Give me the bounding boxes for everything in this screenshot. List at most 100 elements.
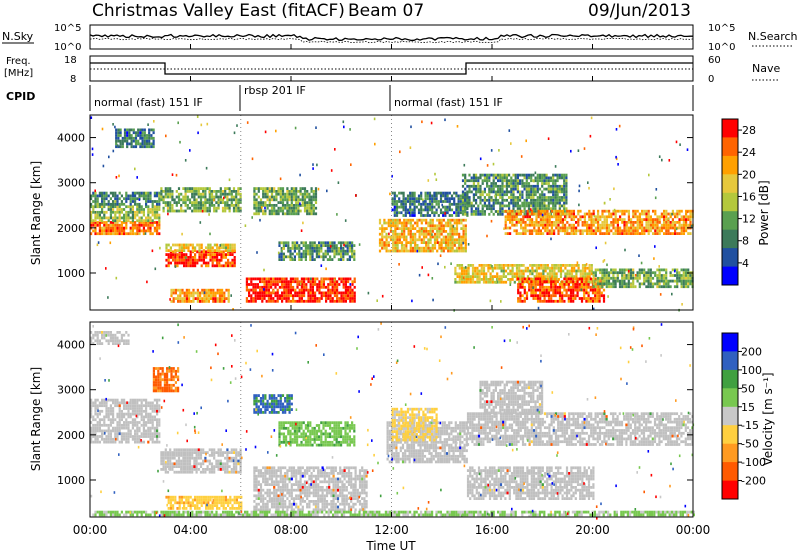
power-cell-5 — [222, 256, 225, 259]
power-cell-9 — [270, 192, 274, 196]
power-cell-5 — [189, 253, 192, 256]
power-cell-8 — [333, 299, 336, 303]
power-cell-15 — [526, 215, 529, 219]
velocity-cell-0 — [103, 423, 106, 427]
power-cell-1 — [116, 210, 119, 214]
power-cell-4 — [175, 201, 178, 204]
power-cell-1 — [112, 219, 115, 223]
power-cell-13 — [575, 280, 578, 284]
power-cell-11 — [440, 227, 443, 230]
power-cell-4 — [228, 192, 231, 196]
power-cell-15 — [546, 212, 549, 216]
power-noise-cell — [411, 299, 413, 303]
power-cell-16 — [596, 294, 599, 298]
power-cell-14 — [488, 179, 491, 183]
power-cell-11 — [440, 249, 443, 253]
power-cell-5 — [178, 253, 181, 256]
power-cell-14 — [461, 201, 465, 205]
power-cell-9 — [268, 190, 271, 193]
power-cell-2 — [118, 197, 121, 201]
velocity-cell-0 — [103, 429, 106, 433]
power-cell-5 — [218, 258, 221, 262]
power-cell-5 — [205, 256, 208, 259]
power-noise-cell — [607, 295, 609, 298]
power-cell-8 — [303, 288, 306, 292]
power-cell-2 — [131, 191, 134, 195]
power-cell-12 — [400, 202, 403, 206]
power-cell-4 — [195, 204, 198, 207]
power-cell-15 — [568, 232, 571, 235]
power-cell-14 — [560, 190, 564, 194]
power-cell-15 — [566, 212, 569, 216]
power-cell-1 — [127, 216, 130, 220]
power-cell-14 — [558, 176, 561, 180]
power-noise-cell — [279, 177, 282, 181]
power-cell-8 — [270, 294, 273, 298]
power-cell-0 — [114, 221, 117, 224]
power-cell-7 — [192, 300, 195, 303]
power-cell-8 — [320, 297, 323, 300]
power-cell-8 — [294, 299, 297, 303]
power-cell-15 — [638, 212, 641, 216]
power-cell-7 — [227, 288, 230, 292]
power-cell-15 — [665, 221, 668, 224]
power-cell-15 — [535, 218, 538, 221]
power-cell-10 — [313, 241, 316, 245]
power-cell-14 — [516, 207, 519, 211]
power-cell-9 — [297, 204, 300, 207]
power-cell-4 — [175, 190, 178, 193]
power-cell-9 — [288, 204, 291, 207]
power-noise-cell — [381, 294, 384, 298]
velocity-cell-0 — [92, 415, 95, 419]
power-cell-0 — [151, 232, 154, 236]
power-cell-1 — [96, 216, 99, 220]
power-cell-9 — [257, 195, 260, 199]
power-cell-10 — [313, 249, 316, 253]
power-cell-3 — [148, 128, 151, 132]
power-cell-15 — [511, 212, 514, 216]
power-cell-9 — [284, 192, 287, 196]
power-cell-15 — [658, 218, 661, 221]
power-cell-14 — [479, 198, 482, 202]
power-cell-0 — [98, 223, 101, 227]
power-cell-12 — [455, 202, 458, 206]
power-cell-14 — [475, 212, 478, 216]
power-cell-14 — [501, 184, 504, 188]
power-cell-15 — [504, 226, 507, 230]
power-cell-0 — [147, 221, 150, 224]
power-cell-15 — [557, 223, 560, 227]
power-cell-3 — [126, 128, 129, 132]
power-cell-1 — [114, 213, 117, 217]
power-cell-13 — [520, 264, 523, 267]
power-cell-15 — [603, 223, 606, 227]
power-noise-cell — [674, 269, 676, 273]
power-cell-15 — [592, 229, 595, 233]
power-cell-14 — [510, 184, 513, 188]
power-cell-16 — [534, 283, 537, 286]
power-cell-5 — [207, 253, 210, 256]
power-cell-4 — [195, 198, 198, 202]
power-cell-14 — [472, 198, 475, 202]
power-cell-11 — [460, 227, 463, 230]
power-cell-11 — [405, 227, 408, 230]
power-cell-11 — [385, 241, 388, 244]
power-cell-13 — [498, 280, 501, 284]
power-cell-15 — [557, 218, 560, 221]
power-cell-7 — [227, 294, 230, 298]
power-cell-14 — [532, 196, 535, 199]
power-cell-15 — [557, 221, 560, 224]
power-cell-15 — [577, 229, 580, 233]
power-cell-11 — [385, 244, 388, 247]
power-cell-15 — [674, 212, 677, 216]
power-cell-15 — [663, 223, 666, 227]
power-cell-1 — [101, 210, 104, 214]
power-cell-14 — [532, 184, 535, 188]
power-cell-2 — [94, 194, 97, 198]
power-cell-8 — [276, 291, 279, 295]
power-cell-8 — [252, 283, 255, 286]
power-cell-13 — [471, 269, 475, 273]
power-noise-cell — [326, 189, 328, 193]
power-noise-cell — [282, 247, 284, 250]
power-cell-11 — [405, 241, 408, 244]
power-cell-5 — [205, 261, 208, 265]
